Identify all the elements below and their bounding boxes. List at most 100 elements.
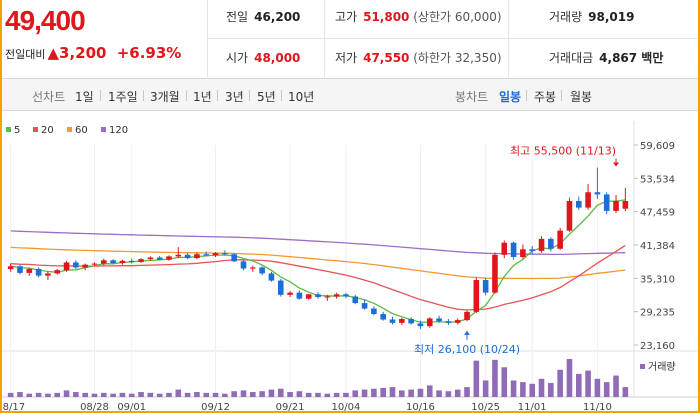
candle-body — [54, 270, 61, 274]
legend-label: 5 — [14, 125, 20, 136]
y-tick-label: 29,235 — [640, 308, 675, 319]
candle-body — [399, 318, 405, 323]
volume-bar — [417, 388, 424, 397]
candle-body — [389, 319, 396, 323]
candle-body — [17, 266, 23, 273]
x-tick-label: 11/10 — [583, 402, 612, 413]
volume-bar — [445, 391, 452, 397]
candle-body — [73, 262, 79, 268]
volume-bar — [175, 389, 182, 397]
candle-body — [520, 249, 526, 257]
volume-bar — [203, 392, 210, 397]
candle-body — [324, 296, 331, 298]
candle-body — [464, 311, 470, 321]
candle-body — [194, 254, 200, 259]
candle-monthly[interactable]: 월봉 — [570, 90, 593, 104]
volume-bar — [268, 389, 275, 397]
price-chart: 59,609 53,534 47,459 41,384 35,310 29,235 23,1… — [2, 121, 698, 413]
candle-body — [268, 273, 275, 281]
volume-bar — [100, 392, 107, 397]
volume-bar — [7, 392, 14, 397]
period-5y[interactable]: 5년 — [257, 90, 276, 104]
candle-body — [417, 323, 424, 327]
volume-bar — [128, 393, 135, 397]
candle-body — [333, 294, 340, 297]
volume-bar — [482, 380, 489, 397]
candle-body — [585, 192, 591, 208]
change-percent: +6.93% — [116, 44, 182, 62]
candle-body — [166, 256, 172, 260]
volume-bar — [26, 393, 33, 397]
volume-bar — [82, 392, 88, 397]
volume-bar — [138, 392, 144, 397]
divider — [207, 38, 698, 39]
candle-body — [408, 318, 414, 324]
period-10y[interactable]: 10년 — [288, 90, 315, 104]
period-toolbar: 선차트 1일 1주일 3개월 1년 3년 5년 10년 봉차트 일봉 주봉 월봉 — [2, 78, 698, 111]
volume-bar — [156, 393, 163, 397]
candle-body — [35, 269, 42, 276]
current-price-box: 49,400 전일대비 ▲3,200 +6.93% — [2, 0, 207, 77]
period-3m[interactable]: 3개월 — [150, 90, 180, 104]
volume-bar — [166, 392, 172, 397]
candle-body — [184, 254, 191, 259]
legend-swatch — [67, 127, 72, 132]
volume: 거래량 98,019 — [549, 10, 635, 24]
period-1d[interactable]: 1일 — [75, 90, 94, 104]
volume-bar — [277, 388, 284, 397]
candle-body — [603, 194, 610, 211]
up-arrow-icon: ▲ — [47, 44, 60, 62]
candle-body — [380, 314, 386, 320]
candle-body — [119, 260, 126, 264]
x-tick-label: 10/25 — [471, 402, 500, 413]
volume-bar — [240, 390, 247, 397]
candle-body — [175, 254, 182, 257]
volume-bar — [212, 392, 219, 397]
candle-body — [128, 260, 135, 262]
volume-legend-swatch — [640, 364, 645, 369]
volume-bar — [250, 392, 256, 397]
y-tick-label: 53,534 — [640, 174, 675, 185]
period-3y[interactable]: 3년 — [225, 90, 244, 104]
volume-bar — [436, 390, 442, 397]
candle-body — [315, 294, 321, 298]
volume-bar — [287, 392, 293, 397]
volume-bar — [529, 383, 536, 397]
y-tick-label: 59,609 — [640, 141, 675, 152]
candle-body — [566, 201, 573, 231]
period-1y[interactable]: 1년 — [193, 90, 212, 104]
candle-weekly[interactable]: 주봉 — [534, 90, 557, 104]
candle-daily[interactable]: 일봉 — [499, 90, 522, 104]
volume-bar — [352, 390, 359, 397]
legend-label: 60 — [75, 125, 88, 136]
y-tick-label: 35,310 — [640, 274, 675, 285]
legend-swatch — [6, 127, 11, 132]
price-change: 전일대비 ▲3,200 +6.93% — [5, 44, 181, 62]
candle-body — [510, 242, 517, 257]
period-1w[interactable]: 1주일 — [108, 90, 138, 104]
candle-body — [343, 294, 349, 297]
low-arrow-head — [464, 330, 471, 335]
volume-bar — [91, 393, 98, 397]
candle-body — [305, 294, 312, 299]
volume-bar — [622, 387, 629, 397]
volume-label: 거래량 — [648, 361, 676, 373]
x-tick-label: 09/12 — [201, 402, 230, 413]
candle-body — [482, 280, 489, 293]
volume-bar — [408, 389, 414, 397]
volume-bar — [110, 393, 116, 397]
volume-bar — [371, 388, 377, 397]
legend-label: 20 — [41, 125, 54, 136]
high-annotation: 최고 55,500 (11/13) — [510, 145, 616, 158]
x-tick-label: 10/16 — [406, 402, 435, 413]
volume-bar — [464, 387, 470, 397]
candle-body — [426, 318, 433, 327]
candle-body — [7, 266, 14, 270]
candle-body — [548, 238, 554, 249]
legend-swatch — [101, 127, 106, 132]
high-arrow-head — [613, 162, 620, 167]
volume-bar — [575, 373, 582, 397]
volume-bar — [548, 382, 554, 397]
volume-bar — [454, 389, 461, 397]
